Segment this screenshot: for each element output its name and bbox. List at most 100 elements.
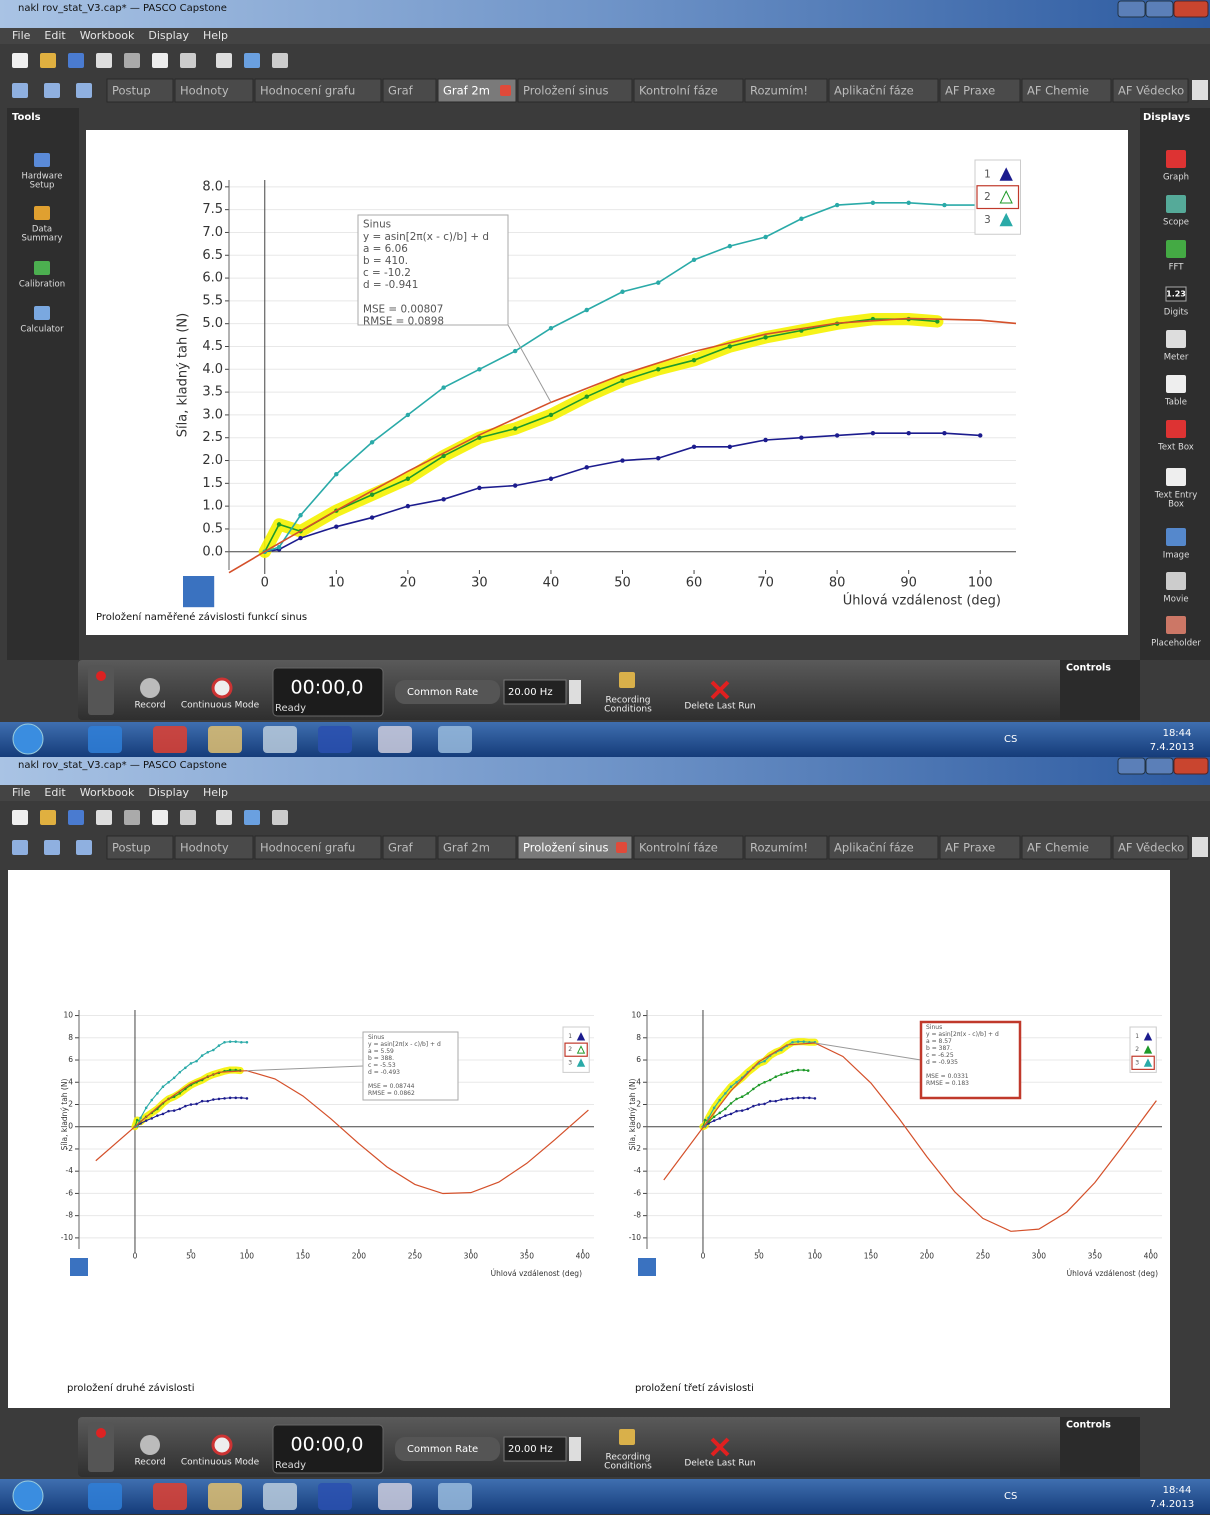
taskbar-app[interactable] bbox=[88, 726, 122, 753]
menu-item[interactable]: Workbook bbox=[80, 786, 135, 799]
display-label[interactable]: Movie bbox=[1163, 595, 1188, 605]
graph-tool-icon[interactable] bbox=[638, 1258, 656, 1276]
menu-item[interactable]: Display bbox=[148, 786, 189, 799]
taskbar-app[interactable] bbox=[318, 726, 352, 753]
data-point bbox=[240, 1041, 243, 1044]
mode-label: Continuous Mode bbox=[181, 1458, 260, 1468]
tab-scroll[interactable] bbox=[1192, 837, 1208, 857]
toolbar-icon[interactable] bbox=[96, 53, 112, 68]
toolbar-icon[interactable] bbox=[180, 53, 196, 68]
display-label[interactable]: Scope bbox=[1163, 218, 1189, 228]
window-button[interactable] bbox=[1118, 758, 1145, 774]
start-button[interactable] bbox=[13, 1481, 43, 1511]
graph-tool-icon[interactable] bbox=[183, 576, 214, 607]
rate-spinner[interactable] bbox=[569, 1437, 581, 1461]
toolbar-icon[interactable] bbox=[40, 53, 56, 68]
tool-label[interactable]: Setup bbox=[30, 181, 55, 191]
tool-label[interactable]: Summary bbox=[21, 234, 62, 244]
toolbar-icon[interactable] bbox=[244, 810, 260, 825]
close-button[interactable] bbox=[1174, 1, 1208, 17]
taskbar-app[interactable] bbox=[208, 726, 242, 753]
display-label[interactable]: Digits bbox=[1164, 308, 1189, 318]
graph-tool-icon[interactable] bbox=[70, 1258, 88, 1276]
toolbar-icon[interactable] bbox=[12, 53, 28, 68]
tool-label[interactable]: Calibration bbox=[19, 280, 65, 290]
taskbar-app[interactable] bbox=[88, 1483, 122, 1510]
toolbar-icon[interactable] bbox=[68, 810, 84, 825]
record-button[interactable] bbox=[140, 678, 160, 698]
display-label[interactable]: Image bbox=[1163, 551, 1190, 561]
tray-date: 7.4.2013 bbox=[1150, 1499, 1195, 1510]
y-tick-label: 6.0 bbox=[202, 271, 223, 286]
menu-item[interactable]: Edit bbox=[44, 29, 66, 42]
window-button[interactable] bbox=[1118, 1, 1145, 17]
display-label[interactable]: Box bbox=[1168, 500, 1184, 510]
start-button[interactable] bbox=[13, 724, 43, 754]
tool-label[interactable]: Calculator bbox=[20, 325, 64, 335]
taskbar-app[interactable] bbox=[318, 1483, 352, 1510]
taskbar-app[interactable] bbox=[438, 726, 472, 753]
toolbar-icon[interactable] bbox=[216, 53, 232, 68]
display-label[interactable]: Meter bbox=[1164, 353, 1189, 363]
menu-item[interactable]: Edit bbox=[44, 786, 66, 799]
menu-item[interactable]: Workbook bbox=[80, 29, 135, 42]
data-point bbox=[835, 433, 839, 437]
toolbar-icon[interactable] bbox=[124, 810, 140, 825]
taskbar-app[interactable] bbox=[438, 1483, 472, 1510]
tab-close[interactable] bbox=[616, 842, 627, 853]
mode-button[interactable] bbox=[213, 679, 231, 697]
taskbar-app[interactable] bbox=[378, 726, 412, 753]
menu-item[interactable]: Help bbox=[203, 29, 228, 42]
data-point bbox=[246, 1097, 249, 1100]
display-label[interactable]: Table bbox=[1164, 398, 1187, 408]
display-label[interactable]: Placeholder bbox=[1151, 639, 1201, 649]
toolbar-icon[interactable] bbox=[96, 810, 112, 825]
toolbar-icon[interactable] bbox=[244, 53, 260, 68]
toolbar-icon[interactable] bbox=[272, 810, 288, 825]
taskbar-app[interactable] bbox=[263, 726, 297, 753]
taskbar-app[interactable] bbox=[208, 1483, 242, 1510]
y-tick-label: 1.5 bbox=[202, 476, 223, 491]
window-button[interactable] bbox=[1146, 1, 1173, 17]
data-point bbox=[763, 1060, 766, 1063]
toolbar-icon[interactable] bbox=[68, 53, 84, 68]
toolbar-icon[interactable] bbox=[180, 810, 196, 825]
toolbar-icon[interactable] bbox=[124, 53, 140, 68]
toolbar-icon[interactable] bbox=[152, 810, 168, 825]
y-tick-label: 10 bbox=[63, 1011, 73, 1020]
taskbar-app[interactable] bbox=[378, 1483, 412, 1510]
tab-label: Hodnocení grafu bbox=[260, 84, 355, 98]
toolbar-icon[interactable] bbox=[216, 810, 232, 825]
page: nakl rov_stat_V3.cap* — PASCO CapstoneFi… bbox=[0, 0, 1210, 1515]
toolbar-icon[interactable] bbox=[40, 810, 56, 825]
timer: 00:00,0 bbox=[291, 677, 364, 699]
close-button[interactable] bbox=[1174, 758, 1208, 774]
toolbar-icon[interactable] bbox=[12, 810, 28, 825]
tab-label: Postup bbox=[112, 841, 151, 855]
tab-scroll[interactable] bbox=[1192, 80, 1208, 100]
record-button[interactable] bbox=[140, 1435, 160, 1455]
menu-item[interactable]: File bbox=[12, 29, 31, 42]
menu-item[interactable]: Display bbox=[148, 29, 189, 42]
window-button[interactable] bbox=[1146, 758, 1173, 774]
toolbar-icon[interactable] bbox=[272, 53, 288, 68]
display-label[interactable]: FFT bbox=[1169, 263, 1185, 273]
data-point bbox=[802, 1040, 805, 1043]
tab-label: AF Chemie bbox=[1027, 841, 1089, 855]
fit-box-line: c = -5.53 bbox=[368, 1062, 396, 1069]
y-tick-label: 3.5 bbox=[202, 385, 223, 400]
toolbar-icon[interactable] bbox=[152, 53, 168, 68]
display-label[interactable]: Text Box bbox=[1157, 443, 1194, 453]
taskbar-app[interactable] bbox=[153, 1483, 187, 1510]
taskbar-app[interactable] bbox=[153, 726, 187, 753]
menu-item[interactable]: Help bbox=[203, 786, 228, 799]
display-label[interactable]: Graph bbox=[1163, 173, 1189, 183]
menu-item[interactable]: File bbox=[12, 786, 31, 799]
tab-close[interactable] bbox=[500, 85, 511, 96]
taskbar-app[interactable] bbox=[263, 1483, 297, 1510]
tab-bar-icon bbox=[12, 83, 28, 98]
data-point bbox=[549, 413, 553, 417]
mode-button[interactable] bbox=[213, 1436, 231, 1454]
data-point bbox=[234, 1097, 237, 1100]
rate-spinner[interactable] bbox=[569, 680, 581, 704]
